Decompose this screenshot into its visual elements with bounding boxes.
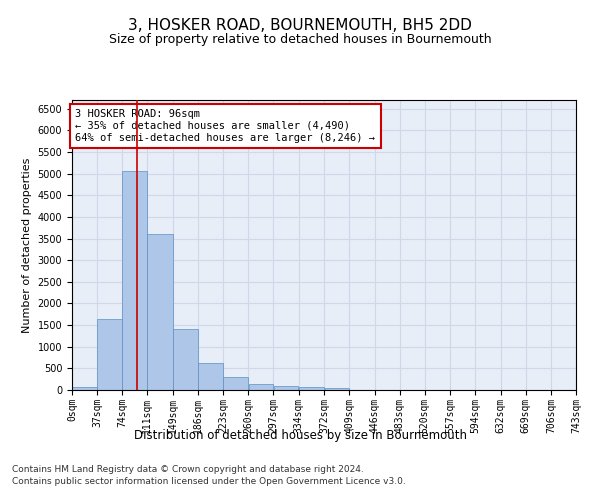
Bar (72, 386, 97, 390)
Text: Contains public sector information licensed under the Open Government Licence v3: Contains public sector information licen… (12, 477, 406, 486)
Text: Distribution of detached houses by size in Bournemouth: Distribution of detached houses by size … (133, 428, 467, 442)
Bar (274, 386, 298, 390)
Bar (173, 330, 198, 390)
Text: 3 HOSKER ROAD: 96sqm
← 35% of detached houses are smaller (4,490)
64% of semi-de: 3 HOSKER ROAD: 96sqm ← 35% of detached h… (76, 110, 376, 142)
Bar (248, 384, 273, 390)
Text: Size of property relative to detached houses in Bournemouth: Size of property relative to detached ho… (109, 32, 491, 46)
Bar (148, 234, 173, 390)
Bar (325, 388, 349, 390)
Text: Contains HM Land Registry data © Crown copyright and database right 2024.: Contains HM Land Registry data © Crown c… (12, 466, 364, 474)
Text: 3, HOSKER ROAD, BOURNEMOUTH, BH5 2DD: 3, HOSKER ROAD, BOURNEMOUTH, BH5 2DD (128, 18, 472, 32)
Bar (122, 171, 147, 390)
Y-axis label: Number of detached properties: Number of detached properties (22, 158, 32, 332)
Bar (299, 387, 324, 390)
Bar (199, 363, 223, 390)
Bar (97, 318, 122, 390)
Bar (223, 377, 248, 390)
